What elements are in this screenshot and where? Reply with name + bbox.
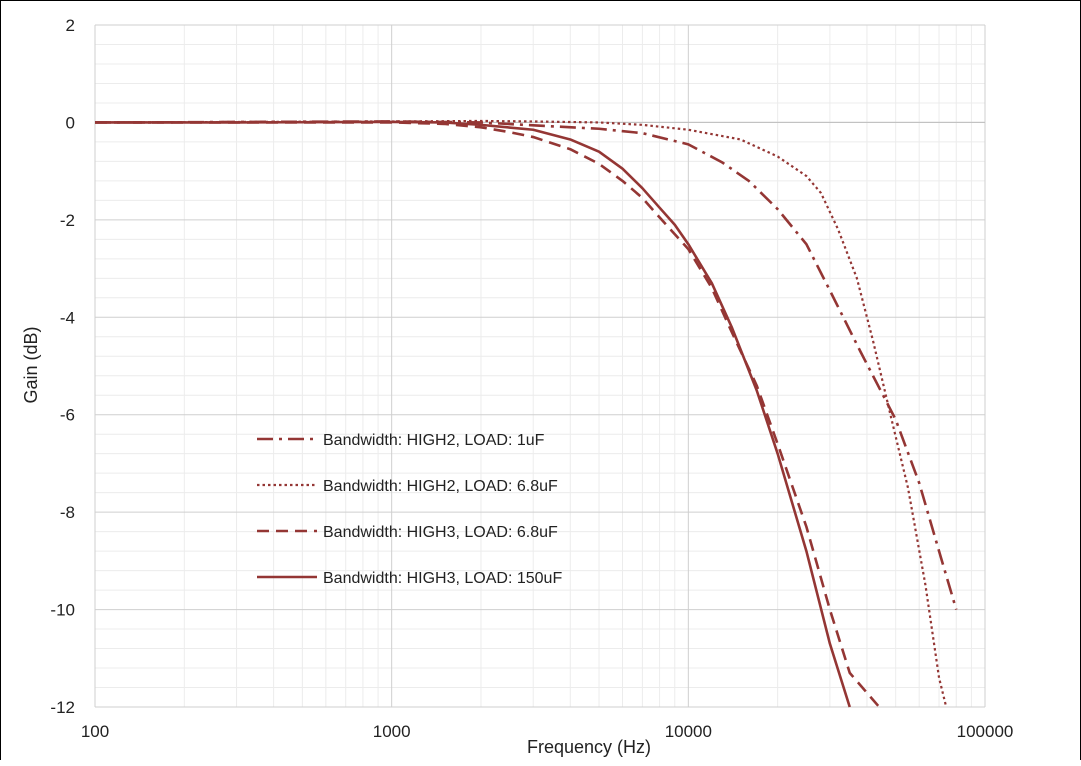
series-line-4 — [95, 120, 851, 708]
x-tick-label: 10000 — [665, 722, 712, 741]
y-tick-label: -8 — [60, 503, 75, 522]
x-tick-label: 100 — [81, 722, 109, 741]
y-axis-title: Gain (dB) — [21, 326, 41, 403]
legend-label-3: Bandwidth: HIGH3, LOAD: 6.8uF — [323, 524, 558, 541]
y-tick-label: -12 — [50, 698, 75, 717]
legend-label-1: Bandwidth: HIGH2, LOAD: 1uF — [323, 432, 545, 449]
y-tick-label: -10 — [50, 601, 75, 620]
y-tick-label: 0 — [66, 113, 75, 132]
y-tick-label: -2 — [60, 211, 75, 230]
series-line-3 — [95, 121, 881, 708]
x-tick-label: 1000 — [373, 722, 411, 741]
x-axis-title: Frequency (Hz) — [527, 737, 651, 757]
legend-label-4: Bandwidth: HIGH3, LOAD: 150uF — [323, 570, 562, 587]
y-tick-label: -4 — [60, 308, 75, 327]
x-tick-label: 100000 — [957, 722, 1014, 741]
legend-label-2: Bandwidth: HIGH2, LOAD: 6.8uF — [323, 478, 558, 495]
grid — [94, 24, 986, 708]
axes: 100 1000 10000 100000 2 0 -2 -4 -6 -8 -10 -12 — [50, 16, 1013, 741]
series-lines — [95, 119, 958, 708]
series-line-2 — [95, 119, 948, 708]
y-tick-label: 2 — [66, 16, 75, 35]
series-line-1 — [95, 120, 958, 610]
legend: Bandwidth: HIGH2, LOAD: 1uF Bandwidth: HI… — [257, 432, 562, 587]
y-tick-label: -6 — [60, 406, 75, 425]
